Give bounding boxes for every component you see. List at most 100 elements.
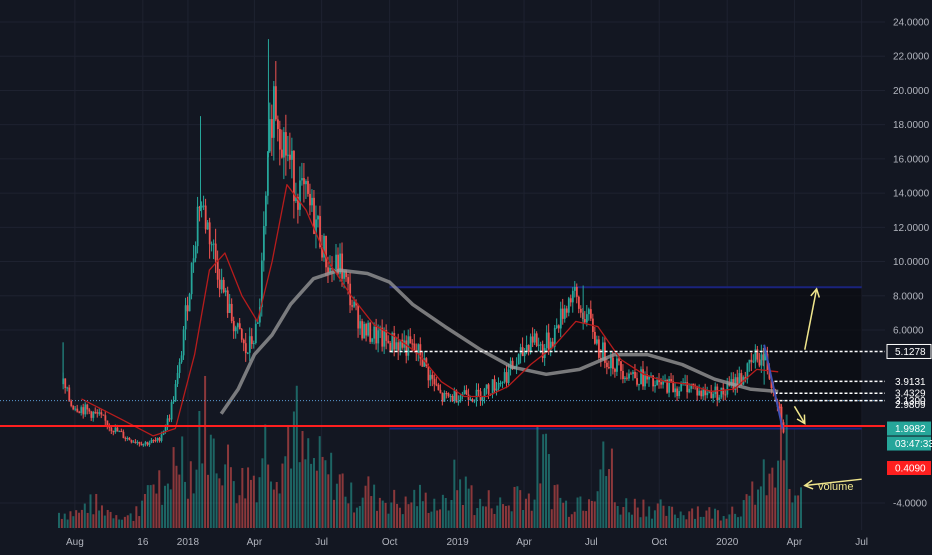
candle-body: [283, 132, 285, 158]
volume-bar: [258, 477, 261, 528]
candle-body: [210, 244, 213, 246]
volume-bar: [281, 463, 284, 528]
candle-body: [573, 286, 576, 291]
arrow-line[interactable]: [804, 478, 862, 487]
candle-body: [84, 404, 87, 415]
candle-body: [553, 327, 556, 347]
time-axis-tick-label: Oct: [382, 537, 398, 548]
arrow-line[interactable]: [804, 288, 818, 350]
candle-body: [666, 379, 669, 393]
candle-body: [126, 437, 129, 439]
volume-bar: [794, 495, 797, 528]
candle-body: [164, 427, 167, 432]
price-axis-tick-label: 22.0000: [893, 52, 930, 63]
candle-body: [636, 378, 638, 385]
candle-body: [549, 341, 552, 350]
time-axis-tick-label: Apr: [247, 537, 263, 548]
candle-body: [136, 442, 139, 444]
candle-body: [148, 442, 151, 445]
volume-bar: [247, 467, 250, 528]
volume-bar: [653, 510, 656, 528]
volume-bar: [430, 511, 433, 528]
volume-bar: [80, 509, 83, 528]
volume-bar: [63, 513, 66, 528]
candle-body: [594, 331, 596, 344]
candle-body: [714, 386, 717, 394]
sma-gray-line[interactable]: [219, 268, 779, 415]
volume-bar: [232, 481, 235, 528]
time-axis-tick-label: 2018: [177, 537, 200, 548]
volume-bar: [682, 515, 685, 528]
volume-bar: [610, 448, 613, 528]
candle-body: [750, 359, 753, 362]
candle-body: [690, 383, 693, 389]
volume-bar: [272, 489, 275, 528]
volume-bar: [676, 518, 679, 528]
candle-body: [565, 308, 568, 313]
candle-body: [291, 150, 293, 160]
candle-body: [170, 402, 173, 420]
volume-bar: [570, 514, 573, 528]
candle-body: [122, 431, 125, 438]
candle-body: [104, 415, 107, 421]
volume-bar: [519, 490, 522, 528]
volume-bar: [608, 469, 611, 528]
volume-bar: [530, 510, 533, 528]
candle-body: [295, 196, 297, 202]
volume-bar: [338, 474, 341, 528]
volume-bar: [212, 438, 215, 528]
candle-body: [303, 178, 305, 185]
candle-body: [678, 391, 681, 397]
volume-bar: [227, 444, 230, 528]
candle-body: [112, 430, 115, 433]
candle-body: [680, 383, 683, 392]
candle-body: [277, 119, 279, 130]
volume-bar: [241, 467, 244, 528]
channel-fill: [389, 287, 862, 429]
volume-bar: [659, 499, 662, 528]
volume-bar: [370, 496, 373, 528]
candle-body: [471, 399, 474, 402]
volume-bar: [175, 465, 178, 528]
volume-bar: [731, 506, 734, 528]
candle-body: [212, 243, 215, 245]
candle-body: [347, 277, 350, 284]
candle-body: [598, 339, 600, 358]
candle-body: [118, 431, 121, 433]
volume-bar: [625, 498, 628, 528]
candle-body: [579, 308, 582, 313]
volume-bar: [390, 502, 393, 528]
candle-body: [465, 390, 468, 395]
volume-bar: [204, 375, 207, 528]
candle-body: [417, 344, 420, 354]
candle-body: [138, 442, 141, 444]
volume-bar: [109, 511, 112, 528]
price-tag-label: 3.9131: [895, 377, 926, 388]
candle-body: [563, 308, 566, 319]
volume-bar: [484, 506, 487, 528]
candle-body: [596, 339, 598, 344]
volume-bar: [355, 507, 358, 528]
candle-body: [216, 260, 219, 280]
price-axis[interactable]: 24.0000 22.0000 20.0000 18.0000 16.0000 14.00…: [893, 18, 930, 510]
volume-bar: [95, 493, 98, 528]
candle-body: [704, 389, 707, 396]
time-axis[interactable]: Aug 16 2018 Apr Jul Oct 2019 Apr Jul Oct 2020 Apr Ju…: [66, 537, 868, 548]
candle-body: [702, 389, 705, 397]
trend-line[interactable]: [763, 344, 784, 429]
candle-body: [425, 358, 428, 366]
volume-bar: [762, 459, 765, 528]
volume-bar: [590, 500, 593, 528]
volume-bar: [725, 518, 728, 528]
arrow-line[interactable]: [793, 405, 806, 424]
volume-bar: [78, 512, 81, 528]
candle-body: [646, 374, 648, 380]
candle-body: [746, 363, 749, 380]
candle-body: [254, 323, 257, 344]
sma-red-line[interactable]: [81, 183, 779, 437]
price-tag-background: [887, 421, 931, 436]
candle-body: [246, 352, 249, 354]
volume-bar: [476, 508, 479, 528]
